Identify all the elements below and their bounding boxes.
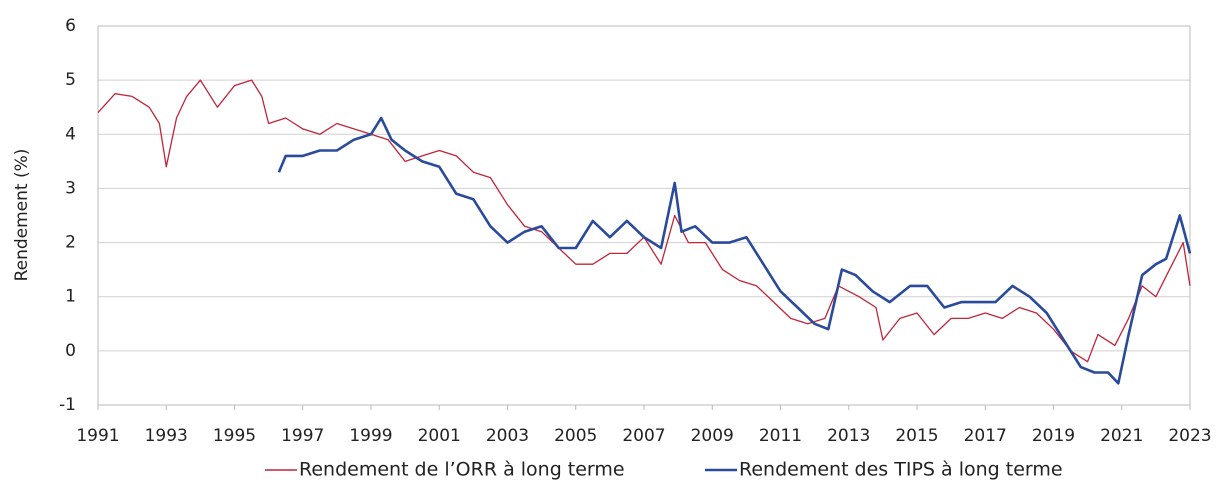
y-axis-label: Rendement (%) [12,149,32,282]
x-tick-label: 1991 [76,426,119,446]
y-tick-label: 3 [65,178,76,198]
legend-label: Rendement des TIPS à long terme [739,459,1063,481]
y-tick-label: 6 [65,16,76,36]
x-tick-label: 2019 [1032,426,1075,446]
x-tick-label: 1997 [281,426,324,446]
x-tick-label: 2003 [486,426,529,446]
y-tick-label: 2 [65,233,76,253]
x-tick-label: 2009 [691,426,734,446]
x-tick-label: 2013 [827,426,870,446]
y-tick-label: 4 [65,124,76,144]
x-tick-label: 2023 [1168,426,1211,446]
line-series [97,79,1191,363]
x-tick-label: 2017 [964,426,1007,446]
x-tick-label: 2011 [759,426,802,446]
x-tick-label: 1999 [349,426,392,446]
plot-border [97,25,1191,406]
x-tick-label: 1993 [145,426,188,446]
x-tick-label: 2015 [895,426,938,446]
x-tick-label: 2005 [554,426,597,446]
x-tick-label: 2001 [418,426,461,446]
x-tick-label: 2021 [1100,426,1143,446]
y-tick-label: 0 [65,341,76,361]
y-tick-label: -1 [59,395,76,415]
y-tick-label: 1 [65,287,76,307]
legend-label: Rendement de l’ORR à long terme [299,459,625,481]
line-series [277,116,1192,385]
x-tick-label: 1995 [213,426,256,446]
x-tick-label: 2007 [622,426,665,446]
y-tick-label: 5 [65,70,76,90]
